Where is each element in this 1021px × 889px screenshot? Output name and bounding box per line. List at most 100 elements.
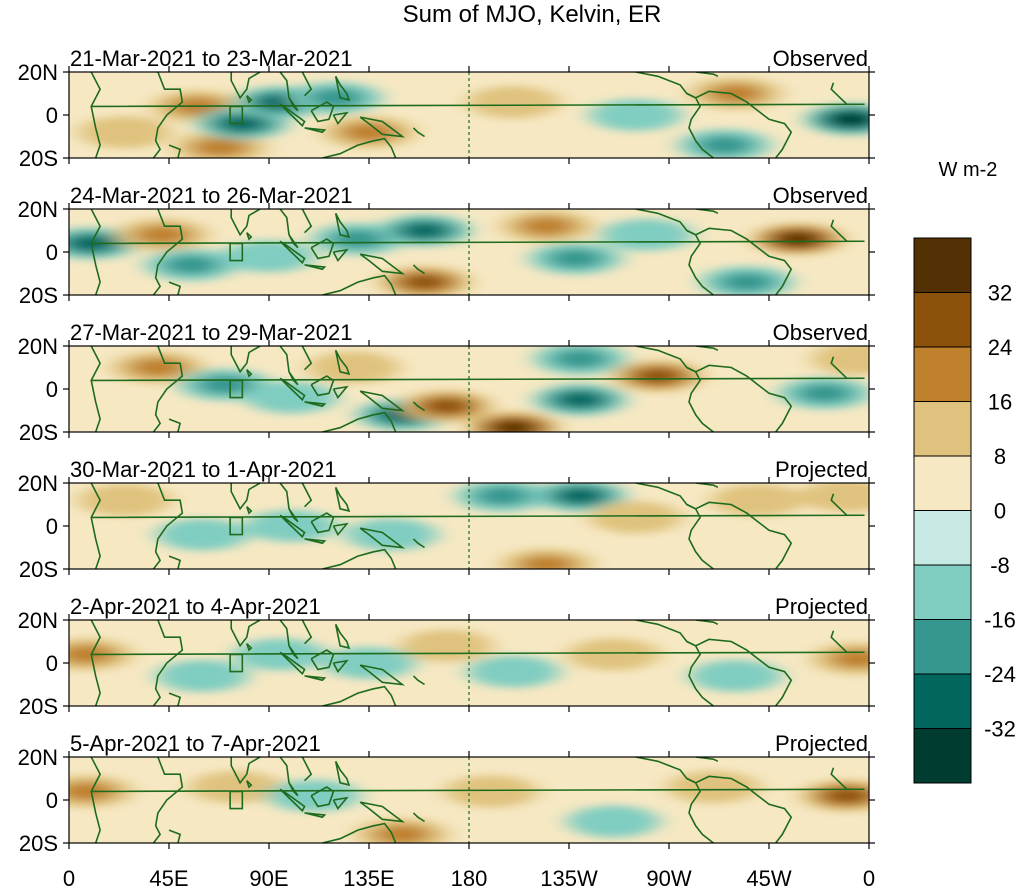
- coastline: [332, 248, 349, 263]
- y-tick-label: 20N: [18, 334, 58, 359]
- coastline: [304, 812, 327, 819]
- anomaly-blob: [130, 357, 186, 378]
- coastline: [279, 72, 299, 112]
- panel-period: 30-Mar-2021 to 1-Apr-2021: [70, 457, 337, 482]
- panel-status: Projected: [775, 731, 868, 756]
- anomaly-blob: [474, 486, 530, 506]
- coastline: [412, 538, 425, 549]
- colorbar-swatch: [913, 346, 972, 402]
- colorbar-tick-label: 0: [994, 499, 1006, 524]
- x-tick-label: 180: [451, 866, 488, 889]
- coastline: [90, 72, 102, 158]
- coastline: [686, 503, 714, 569]
- anomaly-blob: [800, 483, 869, 512]
- y-tick-label: 20N: [18, 471, 58, 496]
- coastline: [279, 346, 299, 386]
- coastline: [229, 379, 244, 399]
- coastline: [279, 620, 299, 660]
- coastline: [304, 264, 327, 271]
- coastline: [279, 788, 306, 813]
- panel-period: 2-Apr-2021 to 4-Apr-2021: [70, 594, 321, 619]
- panel-period: 27-Mar-2021 to 29-Mar-2021: [70, 320, 352, 345]
- x-tick-label: 90E: [249, 866, 288, 889]
- coastline: [168, 144, 182, 158]
- x-tick-label: 0: [63, 866, 75, 889]
- coastline: [304, 538, 327, 545]
- x-tick-label: 90W: [646, 866, 691, 889]
- colorbar-tick-label: -24: [984, 662, 1016, 687]
- anomaly-blob: [189, 771, 282, 804]
- anomaly-blob: [558, 488, 602, 504]
- coastline: [91, 493, 865, 519]
- coastline: [152, 757, 184, 843]
- coastline: [695, 501, 793, 569]
- panel-period: 21-Mar-2021 to 23-Mar-2021: [70, 46, 352, 71]
- y-tick-label: 0: [46, 788, 58, 813]
- coastline: [334, 212, 351, 239]
- anomaly-blob: [156, 518, 249, 551]
- coastline: [279, 514, 306, 539]
- anomaly-blob: [330, 229, 386, 249]
- anomaly-blob: [811, 346, 869, 375]
- y-tick-label: 20N: [18, 197, 58, 222]
- anomaly-blob: [345, 518, 438, 551]
- coastline: [301, 757, 313, 782]
- coastline: [91, 219, 865, 245]
- y-tick-label: 20S: [19, 694, 58, 719]
- coastline: [359, 390, 406, 412]
- anomaly-blob: [832, 112, 869, 126]
- coastline: [695, 90, 793, 158]
- anomaly-blob: [779, 232, 817, 246]
- anomaly-blob: [467, 655, 560, 688]
- anomaly-blob: [403, 274, 447, 290]
- anomaly-blob: [519, 555, 575, 569]
- coastline: [279, 209, 299, 249]
- coastline: [359, 664, 406, 686]
- y-tick-label: 20S: [19, 831, 58, 856]
- x-tick-label: 0: [863, 866, 875, 889]
- coastline: [230, 209, 261, 237]
- coastline: [230, 72, 261, 100]
- coastline: [230, 757, 261, 785]
- panel-status: Observed: [773, 183, 868, 208]
- coastline: [301, 346, 313, 371]
- coastline: [229, 790, 244, 810]
- x-tick-label: 45W: [746, 866, 791, 889]
- coastline: [229, 516, 244, 536]
- coastline: [359, 116, 406, 138]
- coastline: [246, 780, 253, 789]
- coastline: [359, 253, 406, 275]
- coastline: [310, 649, 335, 671]
- coastline: [695, 209, 719, 215]
- colorbar-swatch: [913, 237, 972, 293]
- anomaly-blob: [548, 248, 604, 269]
- colorbar-tick-label: 8: [994, 444, 1006, 469]
- anomaly-blob: [192, 137, 248, 157]
- anomaly-blob: [308, 88, 364, 108]
- coastline: [695, 483, 719, 489]
- y-tick-label: 0: [46, 377, 58, 402]
- coastline: [279, 377, 306, 402]
- coastline: [91, 630, 865, 656]
- longitude-axis: 0 45E 90E 135E 180 135W 90W 45W 0: [63, 866, 875, 889]
- coastline: [152, 209, 184, 295]
- coastline: [695, 227, 793, 295]
- colorbar-tick-label: -8: [990, 553, 1010, 578]
- anomaly-blob: [78, 484, 171, 517]
- coastline: [90, 620, 102, 706]
- coastline: [246, 369, 253, 378]
- coastline: [412, 675, 425, 686]
- y-tick-label: 20N: [18, 60, 58, 85]
- coastline: [310, 238, 335, 260]
- coastline: [230, 483, 261, 511]
- coastline: [279, 240, 306, 265]
- coastline: [168, 829, 182, 843]
- y-tick-label: 0: [46, 514, 58, 539]
- map-panels: 20N 0 20S 21-Mar-2021 to 23-Mar-2021 Observe…: [18, 46, 875, 856]
- coastline: [412, 264, 425, 275]
- anomaly-blob: [78, 116, 171, 149]
- coastline: [332, 111, 349, 126]
- coastline: [322, 274, 397, 295]
- anomaly-blob: [156, 659, 249, 692]
